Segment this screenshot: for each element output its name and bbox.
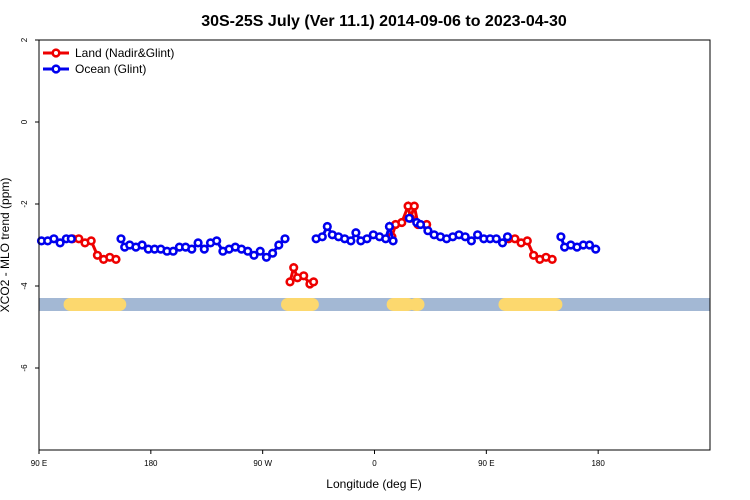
y-tick-label: -6 <box>20 364 29 372</box>
data-point <box>137 240 147 250</box>
legend: Land (Nadir&Glint) Ocean (Glint) <box>43 46 174 76</box>
data-point <box>423 226 433 236</box>
data-point <box>49 234 59 244</box>
data-point <box>384 221 395 232</box>
data-point <box>116 234 126 244</box>
data-point <box>255 246 265 256</box>
y-tick-label: -4 <box>20 282 29 290</box>
series-0 <box>67 200 557 289</box>
data-point <box>322 221 332 232</box>
x-tick-label: 180 <box>144 459 158 468</box>
data-point <box>299 271 309 281</box>
x-tick-label: 90 E <box>31 459 47 468</box>
data-point <box>168 246 178 256</box>
x-tick-label: 0 <box>372 459 377 468</box>
x-tick-label: 90 W <box>253 459 272 468</box>
data-point <box>243 246 253 256</box>
y-tick-label: 2 <box>20 37 29 42</box>
data-point <box>460 232 470 242</box>
legend-swatch-marker <box>51 64 61 74</box>
data-point <box>381 234 391 244</box>
data-point <box>409 201 419 211</box>
data-point <box>522 236 532 246</box>
data-point <box>249 250 259 260</box>
x-axis-label: Longitude (deg E) <box>326 477 421 491</box>
plot-area <box>36 200 601 289</box>
data-point <box>280 234 290 244</box>
y-tick-label: 0 <box>20 119 29 124</box>
y-axis-label: XCO2 - MLO trend (ppm) <box>0 178 12 313</box>
data-point <box>415 219 426 230</box>
data-point <box>591 244 601 254</box>
data-point <box>317 232 327 242</box>
data-point <box>397 217 407 228</box>
data-point <box>274 240 284 250</box>
data-point <box>55 238 65 248</box>
chart-title: 30S-25S July (Ver 11.1) 2014-09-06 to 20… <box>201 13 567 30</box>
data-point <box>199 244 209 254</box>
data-point <box>193 238 203 248</box>
data-point <box>502 232 513 242</box>
data-point <box>497 238 508 248</box>
data-point <box>187 244 197 254</box>
data-point <box>547 254 557 265</box>
legend-label: Ocean (Glint) <box>75 62 146 76</box>
data-point <box>528 250 539 260</box>
y-tick-label: -2 <box>20 200 29 208</box>
data-point <box>584 240 595 250</box>
data-point <box>86 236 96 246</box>
data-point <box>66 234 76 244</box>
series-1 <box>36 213 601 262</box>
data-point <box>491 234 501 244</box>
data-point <box>309 277 319 287</box>
data-point <box>92 250 102 260</box>
x-tick-label: 180 <box>591 459 605 468</box>
data-point <box>261 252 272 262</box>
data-point <box>346 236 356 246</box>
data-point <box>362 234 372 244</box>
x-axis: 90 E 180 90 W 0 90 E 180 <box>31 450 605 468</box>
data-point <box>466 236 477 246</box>
data-point <box>212 236 222 246</box>
y-axis: 2 0 -2 -4 -6 <box>20 37 39 372</box>
data-point <box>388 236 398 246</box>
data-point <box>111 254 121 265</box>
data-point <box>473 230 483 240</box>
data-point <box>289 263 299 273</box>
x-tick-label: 90 E <box>478 459 494 468</box>
legend-label: Land (Nadir&Glint) <box>75 46 174 60</box>
legend-swatch-marker <box>51 48 61 58</box>
data-point <box>556 232 566 242</box>
data-point <box>351 228 361 238</box>
data-point <box>268 248 278 258</box>
data-point <box>285 277 295 287</box>
data-point <box>404 213 414 223</box>
